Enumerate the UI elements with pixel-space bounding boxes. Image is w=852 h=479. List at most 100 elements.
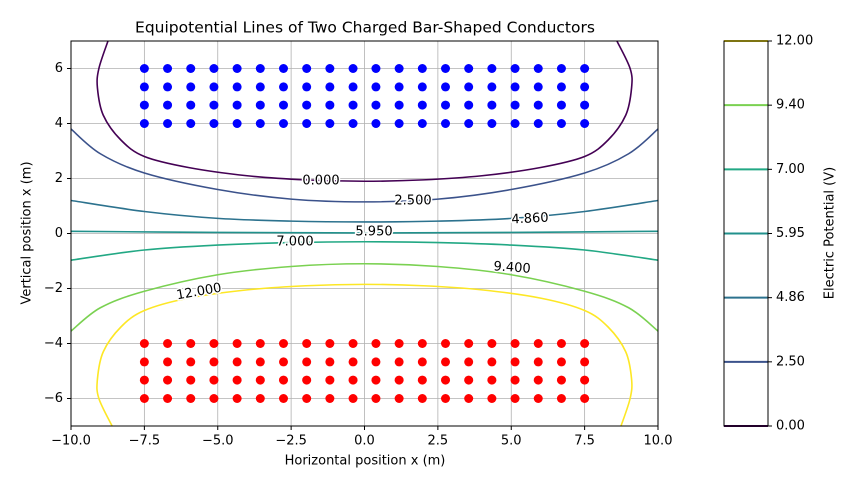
colorbar-frame [723, 40, 769, 427]
conductor-point [348, 100, 358, 110]
conductor-point [139, 394, 149, 403]
conductor-point [371, 394, 381, 403]
contour-line [71, 199, 658, 223]
conductor-point [371, 119, 381, 128]
conductor-point [556, 357, 566, 367]
x-axis-label: Horizontal position x (m) [285, 454, 446, 469]
conductor-point [232, 394, 242, 403]
conductor-point [417, 357, 427, 367]
conductor-point [209, 82, 219, 92]
y-tick-label: 4 [55, 116, 63, 131]
conductor-point [278, 394, 288, 403]
conductor-point [417, 375, 427, 385]
contours [71, 41, 658, 426]
conductor-point [580, 82, 590, 92]
conductor-point [487, 394, 497, 403]
conductor-point [278, 82, 288, 92]
conductor-point [139, 100, 149, 110]
conductor-point [278, 375, 288, 385]
conductor-point [255, 82, 265, 92]
conductor-point [487, 100, 497, 110]
conductor-point [186, 119, 196, 128]
conductor-point [533, 394, 543, 403]
conductor-point [394, 64, 404, 73]
conductor-point [209, 375, 219, 385]
colorbar-tick-label: 12.00 [776, 34, 813, 49]
conductor-point [232, 64, 242, 73]
contour-label: 5.950 [355, 225, 392, 240]
contour-line [96, 283, 633, 426]
conductor-point [302, 100, 312, 110]
conductor-point [464, 357, 474, 367]
colorbar-tick-label: 7.00 [776, 162, 805, 177]
conductor-point [255, 375, 265, 385]
conductor-point [464, 119, 474, 128]
conductor-point [302, 82, 312, 92]
conductor-point [464, 394, 474, 403]
y-tick-label: −4 [44, 336, 63, 351]
conductor-point [510, 375, 520, 385]
conductor-point [348, 119, 358, 128]
conductor-point [371, 64, 381, 73]
x-tick-label: −10.0 [51, 434, 91, 449]
conductor-point [441, 394, 451, 403]
conductor-point [441, 64, 451, 73]
conductor-point [209, 357, 219, 367]
y-tick-label: 0 [55, 226, 63, 241]
conductor-point [255, 357, 265, 367]
conductor-point [163, 357, 173, 367]
conductor-point [580, 119, 590, 128]
conductor-point [580, 339, 590, 348]
conductor-point [348, 357, 358, 367]
conductor-point [139, 357, 149, 367]
conductor-point [163, 64, 173, 73]
conductor-point [186, 339, 196, 348]
conductor-point [302, 64, 312, 73]
conductor-point [325, 64, 335, 73]
y-tick-label: 2 [55, 171, 63, 186]
conductor-point [302, 339, 312, 348]
conductor-point [487, 339, 497, 348]
conductor-point [417, 339, 427, 348]
y-tick-label: 6 [55, 61, 63, 76]
conductor-point [417, 64, 427, 73]
contour-label: 12.000 [175, 281, 222, 304]
conductor-point [325, 357, 335, 367]
x-tick-label: 0.0 [354, 434, 375, 449]
colorbar-tick-label: 5.95 [776, 226, 805, 241]
conductor-point [325, 394, 335, 403]
conductor-point [302, 375, 312, 385]
contour-line [71, 240, 658, 261]
conductor-point [533, 119, 543, 128]
conductor-point [209, 339, 219, 348]
conductor-point [464, 375, 474, 385]
conductor-point [255, 119, 265, 128]
conductor-point [371, 375, 381, 385]
x-tick-label: 5.0 [501, 434, 522, 449]
conductor-point [325, 82, 335, 92]
conductor-point [487, 119, 497, 128]
conductor-point [302, 357, 312, 367]
conductor-point [163, 375, 173, 385]
conductor-point [186, 82, 196, 92]
conductor-point [255, 394, 265, 403]
conductor-point [278, 339, 288, 348]
conductor-point [209, 100, 219, 110]
colorbar-tick-label: 2.50 [776, 354, 805, 369]
conductor-point [186, 375, 196, 385]
conductor-point [556, 339, 566, 348]
conductor-point [394, 394, 404, 403]
conductor-point [232, 339, 242, 348]
conductor-point [394, 100, 404, 110]
conductor-point [278, 119, 288, 128]
conductor-point [348, 339, 358, 348]
conductor-point [186, 64, 196, 73]
conductor-point [394, 119, 404, 128]
conductor-point [186, 394, 196, 403]
y-axis-label: Vertical position x (m) [20, 161, 35, 304]
conductor-point [371, 100, 381, 110]
conductor-point [487, 357, 497, 367]
y-tick-label: −2 [44, 281, 63, 296]
conductor-point [441, 357, 451, 367]
